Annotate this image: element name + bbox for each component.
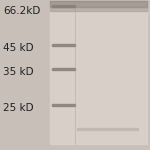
Text: 45 kD: 45 kD: [3, 43, 34, 53]
Bar: [50, 2, 147, 7]
Text: 35 kD: 35 kD: [3, 67, 34, 77]
Bar: [52, 104, 75, 106]
Bar: [52, 44, 75, 46]
Bar: [76, 128, 138, 130]
Text: 25 kD: 25 kD: [3, 103, 34, 113]
Bar: [52, 68, 75, 70]
Bar: [50, 7, 147, 11]
Bar: [52, 5, 75, 7]
Text: 66.2kD: 66.2kD: [3, 6, 40, 15]
Bar: [50, 2, 147, 144]
Bar: [0, 0, 50, 150]
